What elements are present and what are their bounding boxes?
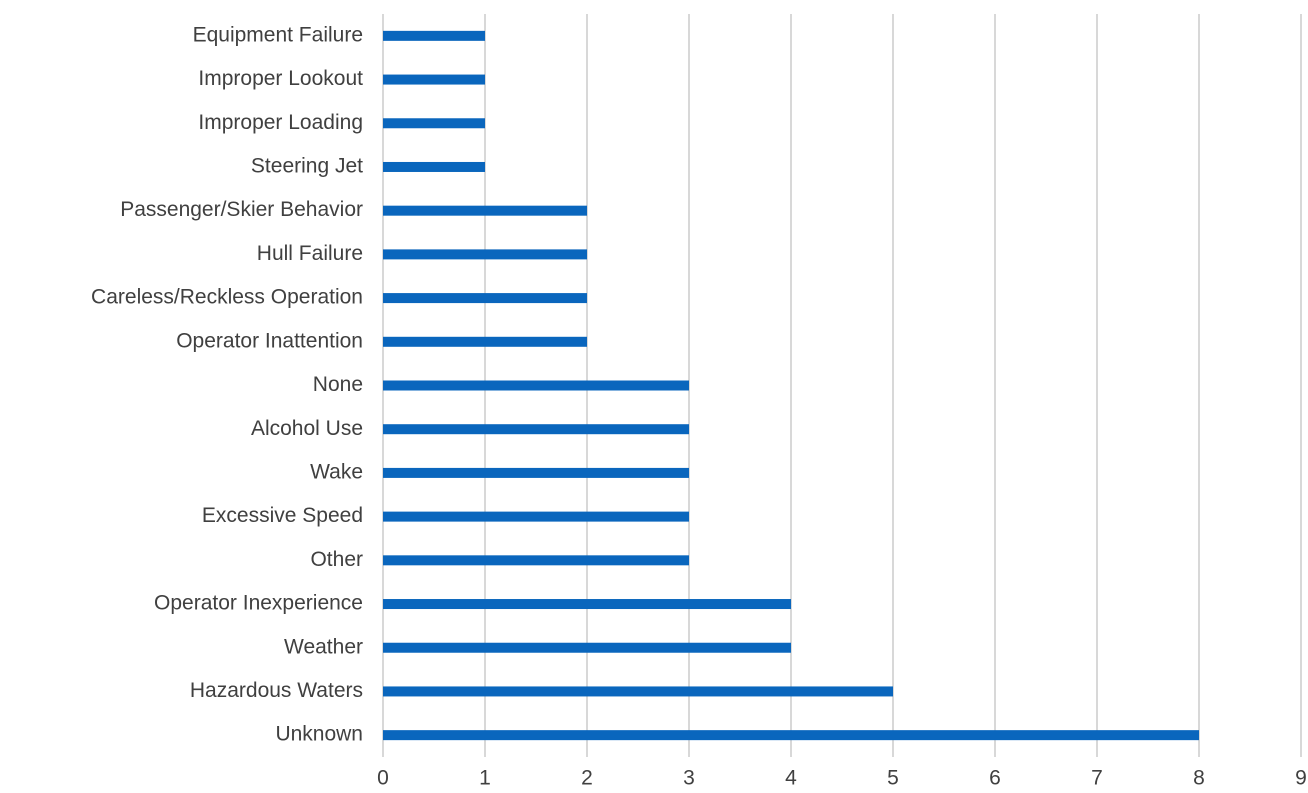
y-tick-label: Equipment Failure — [193, 23, 363, 46]
bar — [383, 380, 689, 391]
x-tick-label: 8 — [1193, 767, 1205, 790]
x-tick-label: 3 — [683, 767, 695, 790]
bar — [383, 161, 485, 172]
x-tick-label: 0 — [377, 767, 389, 790]
bar — [383, 555, 689, 566]
y-tick-label: None — [313, 373, 363, 396]
bar — [383, 599, 791, 610]
bar — [383, 336, 587, 347]
bar — [383, 424, 689, 435]
y-tick-label: Wake — [310, 460, 363, 483]
y-tick-label: Careless/Reckless Operation — [91, 286, 363, 309]
x-tick-label: 7 — [1091, 767, 1103, 790]
x-tick-label: 5 — [887, 767, 899, 790]
x-tick-label: 9 — [1295, 767, 1307, 790]
y-tick-label: Improper Loading — [198, 111, 363, 134]
bar — [383, 511, 689, 522]
x-tick-label: 2 — [581, 767, 593, 790]
y-tick-label: Steering Jet — [251, 155, 363, 178]
bar — [383, 642, 791, 653]
bar — [383, 30, 485, 41]
bar — [383, 686, 893, 697]
bar — [383, 467, 689, 478]
bar — [383, 730, 1199, 741]
bar — [383, 74, 485, 85]
bar — [383, 249, 587, 260]
y-tick-label: Passenger/Skier Behavior — [120, 198, 363, 221]
y-tick-label: Hazardous Waters — [190, 679, 363, 702]
bar — [383, 293, 587, 304]
y-tick-label: Unknown — [275, 723, 363, 746]
y-tick-label: Other — [310, 548, 363, 571]
y-tick-label: Operator Inexperience — [154, 592, 363, 615]
y-tick-label: Hull Failure — [257, 242, 363, 265]
y-tick-label: Excessive Speed — [202, 504, 363, 527]
x-tick-label: 1 — [479, 767, 491, 790]
bar — [383, 205, 587, 216]
y-tick-label: Alcohol Use — [251, 417, 363, 440]
y-tick-label: Improper Lookout — [198, 67, 363, 90]
x-tick-label: 4 — [785, 767, 797, 790]
y-tick-label: Operator Inattention — [176, 329, 363, 352]
y-tick-label: Weather — [284, 635, 363, 658]
x-tick-label: 6 — [989, 767, 1001, 790]
bar — [383, 118, 485, 129]
